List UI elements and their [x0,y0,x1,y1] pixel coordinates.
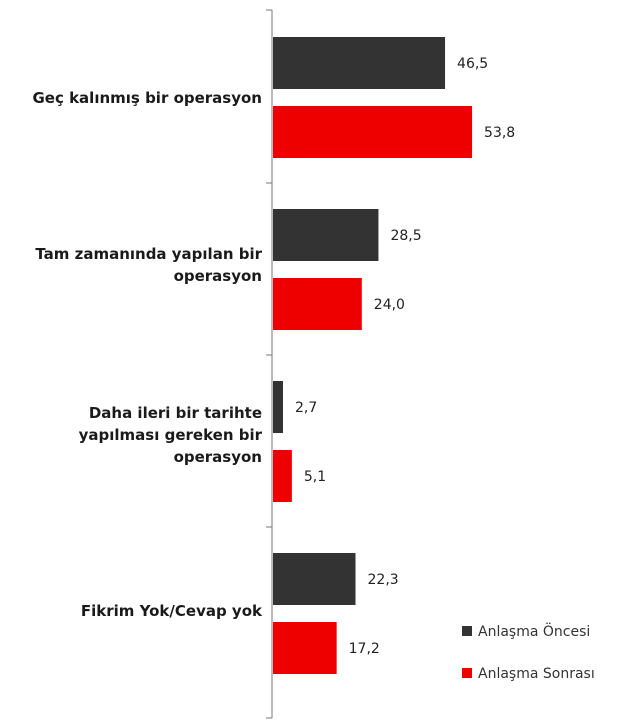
data-label: 22,3 [368,572,399,588]
data-label: 53,8 [484,125,515,141]
bar-after [273,278,362,330]
bar-before [273,553,356,605]
legend-swatch [462,626,472,636]
axis-layer [266,9,273,719]
category-label: Geç kalınmış bir operasyon [32,89,262,107]
data-label: 24,0 [374,297,405,313]
legend-swatch [462,668,472,678]
category-label: Daha ileri bir tarihte yapılması gereken … [79,404,263,466]
bars-layer [273,37,473,674]
bar-after [273,622,337,674]
legend-label: Anlaşma Sonrası [478,666,595,682]
data-label: 17,2 [349,641,380,657]
data-label: 2,7 [295,400,317,416]
data-label: 46,5 [457,56,488,72]
bar-after [273,106,473,158]
bar-before [273,381,283,433]
labels-layer: Geç kalınmış bir operasyon 46,5 53,8 Tam za… [32,56,515,657]
bar-before [273,37,446,89]
bar-after [273,450,292,502]
category-label: Fikrim Yok/Cevap yok [81,602,263,620]
bar-before [273,209,379,261]
category-label: Tam zamanında yapılan bir operasyon [35,245,262,285]
legend-label: Anlaşma Öncesi [478,622,590,640]
data-label: 5,1 [304,469,326,485]
legend: Anlaşma Öncesi Anlaşma Sonrası [462,622,595,682]
data-label: 28,5 [390,228,421,244]
